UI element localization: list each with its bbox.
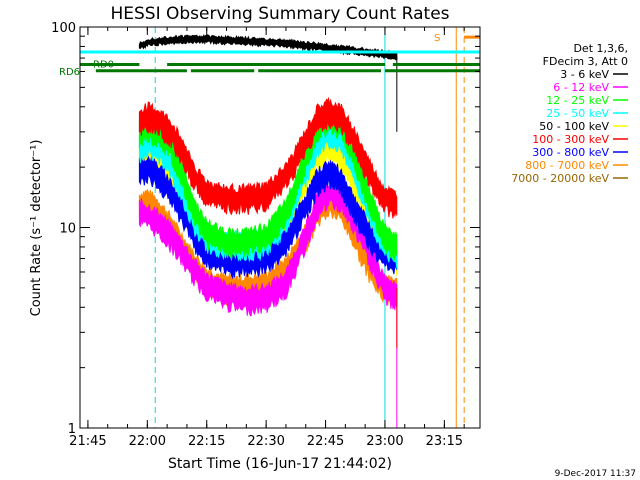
- x-tick-label: 21:45: [69, 434, 106, 449]
- legend-label: 6 - 12 keV: [553, 81, 609, 94]
- legend-label: 50 - 100 keV: [539, 120, 609, 133]
- y-axis-label: Count Rate (s⁻¹ detector⁻¹): [29, 140, 44, 317]
- rd0-label: RD0: [93, 60, 114, 71]
- legend-label: 300 - 800 keV: [532, 146, 609, 159]
- legend-label: 25 - 50 keV: [546, 107, 609, 120]
- y-tick-label: 100: [51, 21, 76, 36]
- footer-date: 9-Dec-2017 11:37: [555, 469, 636, 479]
- x-tick-label: 22:45: [307, 434, 344, 449]
- x-tick-label: 22:15: [188, 434, 225, 449]
- legend-label: 7000 - 20000 keV: [511, 172, 609, 185]
- series-12-to-25keV-kev: [138, 104, 398, 262]
- series-band: [138, 34, 398, 61]
- x-tick-label: 22:00: [129, 434, 166, 449]
- series-100-to-300keV-kev: [138, 96, 398, 219]
- series-band: [138, 104, 398, 262]
- legend-label: 100 - 300 keV: [532, 133, 609, 146]
- series-3-to-6keV-kev: [138, 34, 398, 61]
- x-tick-label: 23:15: [426, 434, 463, 449]
- legend-header: Det 1,3,6,: [573, 42, 628, 55]
- legend-label: 12 - 25 keV: [546, 94, 609, 107]
- legend-header: FDecim 3, Att 0: [543, 55, 628, 68]
- x-tick-label: 22:30: [247, 434, 284, 449]
- legend-label: 3 - 6 keV: [560, 68, 609, 81]
- rd6-label: RD6: [59, 67, 80, 78]
- chart-title: HESSI Observing Summary Count Rates: [110, 4, 449, 24]
- x-axis-label: Start Time (16-Jun-17 21:44:02): [168, 456, 392, 472]
- legend-label: 800 - 7000 keV: [525, 159, 609, 172]
- y-tick-label: 1: [68, 422, 76, 437]
- x-tick-label: 23:00: [366, 434, 403, 449]
- series-band: [138, 96, 398, 219]
- slew-label: S: [434, 33, 440, 44]
- y-tick-label: 10: [59, 222, 76, 237]
